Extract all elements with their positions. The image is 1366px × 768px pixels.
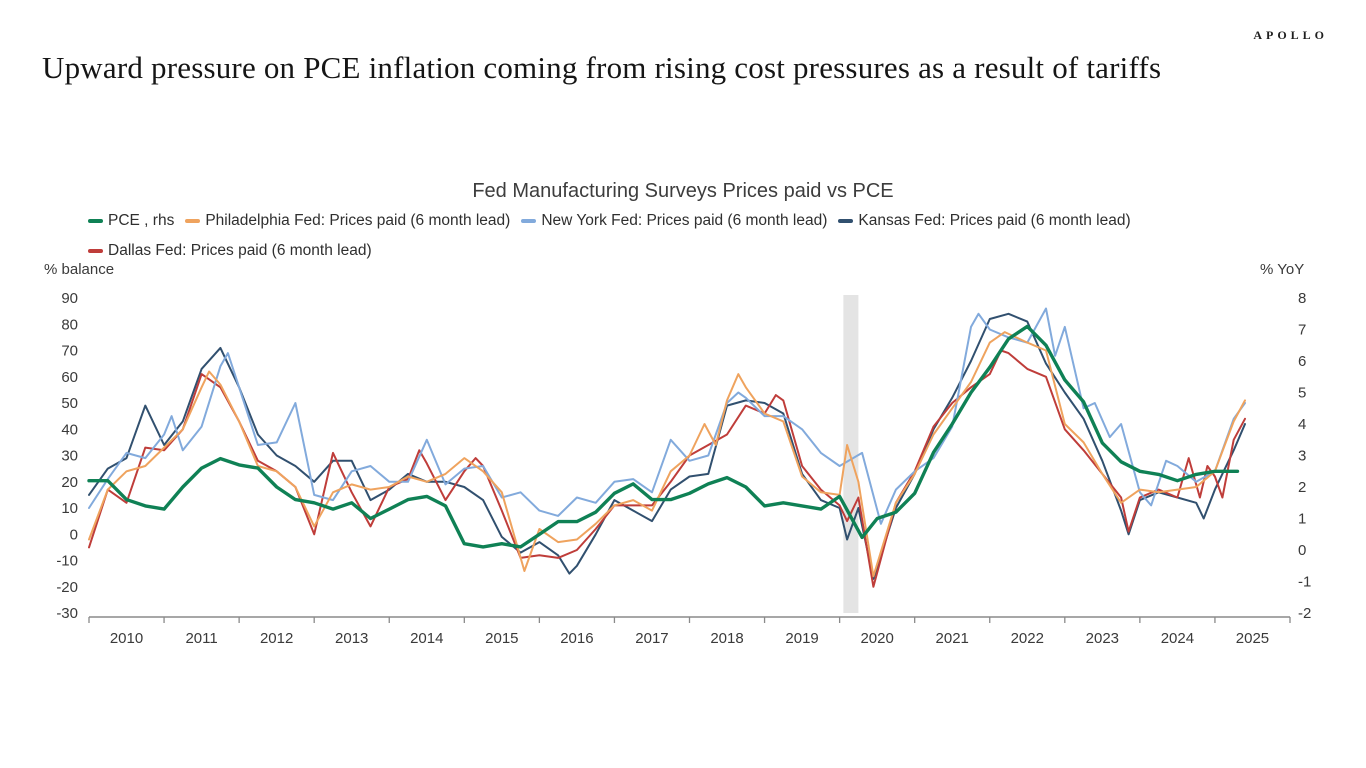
right-axis-tick-label: 4	[1298, 416, 1306, 433]
legend-label: Dallas Fed: Prices paid (6 month lead)	[108, 242, 372, 259]
series-line-pce	[87, 324, 1240, 549]
right-axis-tick-label: 5	[1298, 385, 1306, 402]
brand-logo: APOLLO	[1253, 28, 1328, 42]
x-axis-label: 2014	[410, 630, 443, 647]
left-axis-tick-label: 90	[61, 290, 78, 307]
x-axis-label: 2023	[1086, 630, 1119, 647]
right-axis-tick-label: 0	[1298, 542, 1306, 559]
series-line-new	[88, 307, 1246, 525]
x-axis-label: 2022	[1011, 630, 1044, 647]
legend-item: PCE , rhs	[88, 210, 174, 232]
x-axis-label: 2016	[560, 630, 593, 647]
legend-item: Kansas Fed: Prices paid (6 month lead)	[838, 210, 1131, 232]
legend-swatch-icon	[185, 219, 201, 223]
legend-swatch-icon	[88, 218, 103, 224]
x-axis-label: 2012	[260, 630, 293, 647]
x-axis-label: 2021	[936, 630, 969, 647]
x-axis-label: 2025	[1236, 630, 1269, 647]
legend-item: Dallas Fed: Prices paid (6 month lead)	[88, 240, 372, 262]
left-axis-unit-label: % balance	[44, 261, 115, 278]
right-axis-tick-label: -1	[1298, 574, 1311, 591]
right-axis-tick-label: -2	[1298, 605, 1311, 622]
left-axis-tick-label: -10	[56, 553, 78, 570]
x-axis-label: 2024	[1161, 630, 1194, 647]
series-line-philadelphia	[88, 331, 1246, 578]
x-axis-label: 2017	[635, 630, 668, 647]
left-axis-tick-label: 10	[61, 500, 78, 517]
legend-label: PCE , rhs	[108, 212, 175, 229]
left-axis-tick-label: 0	[70, 526, 78, 543]
series-line-kansas	[88, 312, 1246, 580]
legend-swatch-icon	[838, 219, 854, 223]
right-axis-tick-label: 3	[1298, 448, 1306, 465]
x-axis-label: 2019	[785, 630, 818, 647]
x-axis-label: 2011	[185, 630, 217, 647]
x-axis-label: 2018	[710, 630, 743, 647]
page-title: Upward pressure on PCE inflation coming …	[42, 50, 1162, 85]
chart-legend: PCE , rhs Philadelphia Fed: Prices paid (…	[88, 210, 1328, 270]
left-axis-tick-label: 40	[61, 421, 78, 438]
right-axis-tick-label: 1	[1298, 511, 1306, 528]
legend-row: PCE , rhs Philadelphia Fed: Prices paid (…	[88, 210, 1328, 232]
x-axis-label: 2015	[485, 630, 518, 647]
right-axis-tick-label: 8	[1298, 290, 1306, 307]
legend-label: New York Fed: Prices paid (6 month lead)	[541, 212, 828, 229]
left-axis-tick-label: 30	[61, 448, 78, 465]
x-axis-label: 2020	[860, 630, 893, 647]
left-axis-tick-label: 80	[61, 316, 78, 333]
legend-item: New York Fed: Prices paid (6 month lead)	[521, 210, 827, 232]
right-axis-tick-label: 7	[1298, 322, 1306, 339]
x-axis-label: 2010	[110, 630, 143, 647]
left-axis-tick-label: 70	[61, 343, 78, 360]
legend-item: Philadelphia Fed: Prices paid (6 month l…	[185, 210, 510, 232]
legend-label: Kansas Fed: Prices paid (6 month lead)	[858, 212, 1131, 229]
legend-swatch-icon	[521, 219, 537, 223]
right-axis-tick-label: 6	[1298, 353, 1306, 370]
left-axis-tick-label: 20	[61, 474, 78, 491]
left-axis-tick-label: 60	[61, 369, 78, 386]
chart-title: Fed Manufacturing Surveys Prices paid vs…	[472, 180, 894, 202]
legend-label: Philadelphia Fed: Prices paid (6 month l…	[205, 212, 511, 229]
right-axis-tick-label: 2	[1298, 479, 1306, 496]
right-axis-unit-label: % YoY	[1260, 261, 1305, 278]
x-axis-label: 2013	[335, 630, 368, 647]
left-axis-tick-label: 50	[61, 395, 78, 412]
legend-row: Dallas Fed: Prices paid (6 month lead)	[88, 240, 1328, 262]
legend-swatch-icon	[88, 249, 103, 253]
left-axis-tick-label: -20	[56, 579, 78, 596]
left-axis-tick-label: -30	[56, 605, 78, 622]
